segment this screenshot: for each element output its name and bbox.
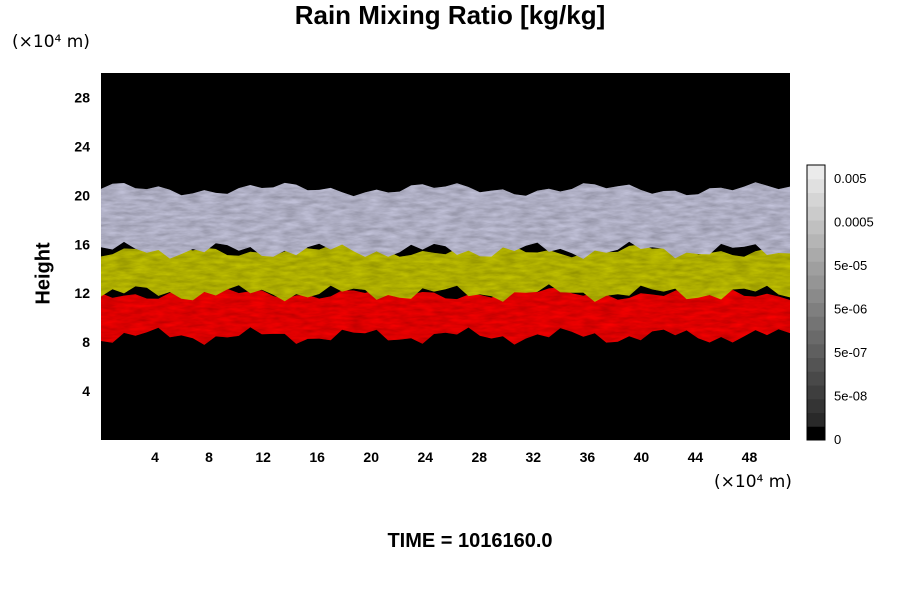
y-tick-label: 8 <box>82 334 90 350</box>
colorbar-swatch <box>807 330 825 345</box>
colorbar-swatch <box>807 412 825 427</box>
x-tick-label: 4 <box>151 449 159 465</box>
colorbar-swatch <box>807 261 825 276</box>
x-tick-label: 20 <box>363 449 379 465</box>
layer-yellow <box>101 243 790 302</box>
x-tick-label: 48 <box>742 449 758 465</box>
colorbar-swatch <box>807 371 825 386</box>
colorbar-tick-label: 5e-08 <box>834 389 867 404</box>
x-tick-label: 28 <box>471 449 487 465</box>
y-axis: 4 8 12 16 20 24 28 <box>74 89 90 399</box>
colorbar-tick-label: 5e-07 <box>834 345 867 360</box>
colorbar-swatch <box>807 385 825 400</box>
time-label: TIME = 1016160.0 <box>387 530 553 552</box>
y-tick-label: 20 <box>74 187 90 203</box>
x-axis-unit: (×10⁴ m) <box>714 472 792 492</box>
colorbar-swatch <box>807 165 825 180</box>
colorbar: 0.005 0.0005 5e-05 5e-06 5e-07 5e-08 0 <box>806 164 874 447</box>
colorbar-tick-label: 0.0005 <box>834 215 874 230</box>
x-tick-label: 44 <box>688 449 704 465</box>
colorbar-frame <box>806 164 826 441</box>
x-axis: 4 8 12 16 20 24 28 32 36 40 44 48 <box>151 449 757 465</box>
x-tick-label: 32 <box>526 449 542 465</box>
x-tick-label: 12 <box>255 449 271 465</box>
colorbar-swatch <box>807 288 825 303</box>
x-tick-label: 36 <box>580 449 596 465</box>
chart-title: Rain Mixing Ratio [kg/kg] <box>294 0 606 30</box>
layer-light-lavender <box>101 182 790 259</box>
colorbar-tick-label: 0.005 <box>834 171 867 186</box>
colorbar-swatch <box>807 233 825 248</box>
colorbar-swatch <box>807 206 825 221</box>
x-tick-label: 24 <box>417 449 433 465</box>
colorbar-swatch <box>807 247 825 262</box>
y-tick-label: 16 <box>74 236 90 252</box>
colorbar-swatch <box>807 178 825 193</box>
layer-red <box>101 286 790 345</box>
colorbar-swatch <box>807 275 825 290</box>
colorbar-tick-label: 5e-06 <box>834 302 867 317</box>
colorbar-swatch <box>807 357 825 372</box>
y-axis-unit: (×10⁴ m) <box>12 32 90 52</box>
colorbar-swatch <box>807 426 825 441</box>
y-tick-label: 28 <box>74 89 90 105</box>
colorbar-tick-label: 5e-05 <box>834 258 867 273</box>
x-tick-label: 40 <box>634 449 650 465</box>
colorbar-swatch <box>807 192 825 207</box>
colorbar-swatch <box>807 316 825 331</box>
colorbar-swatch <box>807 343 825 358</box>
colorbar-swatch <box>807 398 825 413</box>
x-tick-label: 8 <box>205 449 213 465</box>
colorbar-swatch <box>807 302 825 317</box>
y-tick-label: 24 <box>74 138 90 154</box>
x-tick-label: 16 <box>309 449 325 465</box>
y-tick-label: 4 <box>82 383 90 399</box>
y-tick-label: 12 <box>74 285 90 301</box>
colorbar-swatch <box>807 220 825 235</box>
plot-area <box>101 73 790 440</box>
colorbar-tick-label: 0 <box>834 432 841 447</box>
